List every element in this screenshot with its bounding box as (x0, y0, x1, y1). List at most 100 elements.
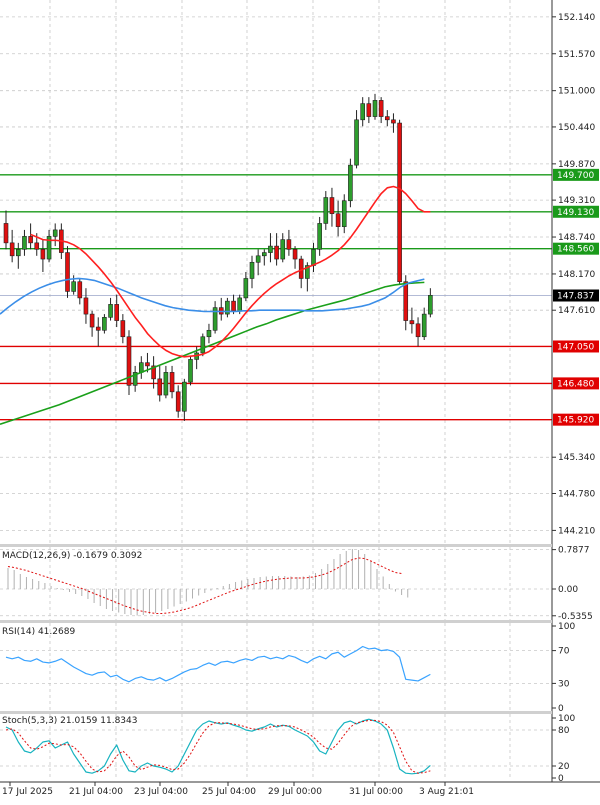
candle-bear[interactable] (169, 372, 175, 393)
candle-bull[interactable] (243, 278, 249, 299)
candle-bull[interactable] (102, 317, 107, 331)
candle-bear[interactable] (384, 116, 390, 121)
rsi-line (5, 645, 431, 683)
candle-bear[interactable] (145, 362, 150, 367)
candle-bull[interactable] (317, 223, 322, 250)
candle-bull[interactable] (188, 359, 193, 383)
grid (0, 0, 552, 780)
candle-bear[interactable] (126, 336, 132, 386)
stoch-tick-label: 100 (558, 714, 575, 724)
support-level-label: 146.480 (557, 379, 594, 389)
candle-bull[interactable] (255, 255, 261, 263)
candle-bear[interactable] (114, 304, 119, 321)
ma-blue-line (0, 277, 425, 315)
price-tick-label: 148.740 (558, 233, 595, 243)
candle-bull[interactable] (139, 362, 144, 373)
candle-bear[interactable] (409, 320, 415, 325)
candle-bear[interactable] (120, 320, 126, 338)
stoch-tick-label: 80 (558, 726, 570, 736)
candle-bear[interactable] (89, 313, 95, 328)
candle-bear[interactable] (34, 242, 40, 250)
support-level-label: 145.920 (557, 416, 594, 426)
price-axis[interactable]: 152.140 151.570 151.000 150.440 149.870 149.3… (552, 13, 595, 784)
candle-bear[interactable] (403, 281, 409, 321)
candle-bull[interactable] (249, 261, 255, 279)
candle-bull[interactable] (22, 236, 27, 250)
candle-bull[interactable] (182, 381, 187, 412)
price-panel[interactable] (3, 93, 433, 421)
rsi-panel[interactable]: RSI(14) 41.2689 (2, 627, 431, 683)
stoch-panel[interactable]: Stoch(5,3,3) 21.0159 11.8343 (2, 716, 431, 775)
candle-bear[interactable] (3, 223, 9, 244)
candle-bull[interactable] (108, 304, 113, 318)
macd-tick-label: 0.00 (558, 585, 578, 595)
time-tick-label: 25 Jul 04:00 (202, 787, 256, 797)
resistance-level-label: 148.560 (557, 245, 594, 255)
candle-bear[interactable] (231, 300, 236, 312)
candle-bear[interactable] (335, 213, 341, 227)
candle-bull[interactable] (348, 164, 353, 202)
candle-bear[interactable] (292, 249, 298, 260)
candle-bull[interactable] (212, 307, 218, 331)
candle-bull[interactable] (46, 236, 52, 260)
price-tick-label: 152.140 (558, 13, 595, 23)
candle-bull[interactable] (206, 329, 212, 338)
resistance-level-label: 149.700 (557, 171, 594, 181)
candle-bear[interactable] (286, 239, 292, 250)
candle-bear[interactable] (391, 119, 396, 124)
price-tick-label: 145.340 (558, 453, 595, 463)
macd-tick-label: -0.5355 (558, 612, 593, 622)
macd-panel[interactable]: MACD(12,26,9) -0.1679 0.3092 (2, 549, 409, 616)
candle-bear[interactable] (157, 378, 163, 396)
panel-separator (0, 620, 552, 623)
price-tick-label: 144.780 (558, 489, 595, 499)
candle-bull[interactable] (132, 372, 138, 386)
candle-bear[interactable] (415, 323, 421, 338)
candle-bull[interactable] (372, 100, 378, 117)
candle-bull[interactable] (52, 229, 58, 237)
candle-bear[interactable] (77, 281, 83, 299)
candle-bear[interactable] (83, 297, 89, 315)
candle-bear[interactable] (397, 122, 402, 283)
candle-bear[interactable] (9, 242, 15, 257)
time-tick-label: 31 Jul 00:00 (349, 787, 403, 797)
candle-bull[interactable] (268, 245, 273, 253)
price-tick-label: 148.170 (558, 270, 595, 280)
candle-bull[interactable] (280, 239, 286, 260)
candle-bear[interactable] (329, 197, 335, 215)
candle-bear[interactable] (65, 252, 70, 292)
current-price-tag (553, 289, 599, 302)
candle-bear[interactable] (40, 249, 46, 260)
candle-bull[interactable] (305, 265, 310, 279)
candle-bull[interactable] (311, 249, 316, 266)
price-tick-label: 149.310 (558, 196, 595, 206)
candle-bull[interactable] (428, 295, 433, 315)
rsi-tick-label: 70 (558, 647, 570, 657)
ma-green-line (0, 281, 425, 425)
price-tick-label: 151.000 (558, 87, 595, 97)
candle-bear[interactable] (28, 236, 33, 244)
time-tick-label: 3 Aug 21:01 (419, 787, 474, 797)
candle-bull[interactable] (225, 300, 230, 315)
candle-bear[interactable] (151, 365, 156, 380)
candle-bear[interactable] (274, 245, 279, 260)
candle-bull[interactable] (421, 313, 427, 338)
horizontal-levels[interactable]: 149.700 149.130 148.560 147.050 146.480 145.9… (0, 168, 599, 426)
candle-bear[interactable] (95, 326, 101, 331)
candle-bear[interactable] (366, 103, 372, 117)
stoch-tick-label: 0 (558, 774, 564, 784)
candle-bear[interactable] (175, 391, 181, 412)
price-tick-label: 147.610 (558, 306, 595, 316)
candle-bear[interactable] (378, 100, 384, 117)
candle-bull[interactable] (360, 103, 366, 121)
candle-bull[interactable] (354, 119, 359, 166)
candle-bull[interactable] (71, 281, 76, 292)
candle-bull[interactable] (200, 336, 206, 354)
candle-bull[interactable] (323, 197, 329, 224)
candle-bull[interactable] (261, 252, 267, 257)
candle-bull[interactable] (341, 200, 347, 227)
candle-bull[interactable] (237, 297, 242, 312)
candle-bull[interactable] (15, 249, 21, 257)
candle-bull[interactable] (163, 372, 169, 396)
